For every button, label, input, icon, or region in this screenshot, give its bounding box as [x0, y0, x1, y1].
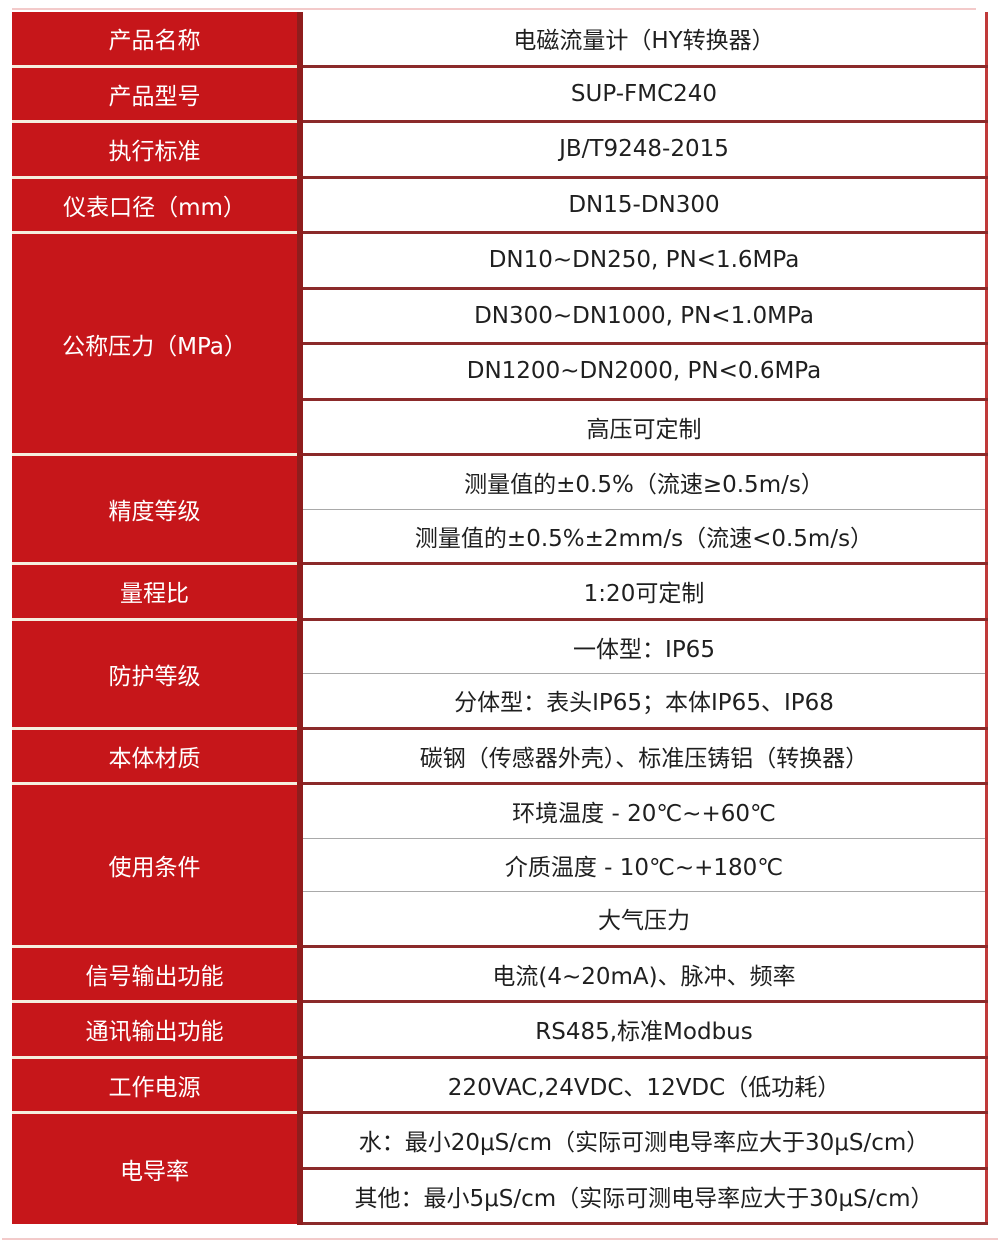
spec-value-cell: DN1200~DN2000, PN<0.6MPa — [300, 343, 987, 401]
product-spec-table: 产品名称 电磁流量计（HY转换器） 产品型号 SUP-FMC240 执行标准 JB/T92… — [12, 12, 988, 1225]
spec-value-cell: 测量值的±0.5%（流速≥0.5m/s） — [300, 454, 987, 510]
spec-value-cell: 其他：最小5μS/cm（实际可测电导率应大于30μS/cm） — [300, 1168, 987, 1225]
spec-label-cell: 电导率 — [12, 1112, 303, 1224]
spec-value-cell: SUP-FMC240 — [300, 66, 987, 123]
table-row: 量程比 1:20可定制 — [12, 563, 987, 621]
bottom-accent-line — [2, 1238, 998, 1240]
spec-label-cell: 防护等级 — [12, 619, 303, 730]
spec-label-cell: 本体材质 — [12, 728, 303, 785]
table-row: 其他：最小5μS/cm（实际可测电导率应大于30μS/cm） — [12, 1168, 987, 1225]
table-row: 高压可定制 — [12, 399, 987, 456]
spec-value-cell: 电磁流量计（HY转换器） — [300, 12, 987, 68]
spec-value-cell: RS485,标准Modbus — [300, 1001, 987, 1059]
table-row: 电导率 水：最小20μS/cm（实际可测电导率应大于30μS/cm） — [12, 1112, 987, 1224]
spec-value-cell: 大气压力 — [300, 891, 987, 948]
table-row: 大气压力 — [12, 891, 987, 948]
spec-label-cell: 仪表口径（mm） — [12, 177, 303, 234]
table-row: 工作电源 220VAC,24VDC、12VDC（低功耗） — [12, 1057, 987, 1114]
table-row: 防护等级 一体型：IP65 — [12, 619, 987, 730]
spec-label-cell: 精度等级 — [12, 454, 303, 565]
spec-label-cell: 产品名称 — [12, 12, 303, 68]
spec-value-cell: 220VAC,24VDC、12VDC（低功耗） — [300, 1057, 987, 1114]
table-row: 通讯输出功能 RS485,标准Modbus — [12, 1001, 987, 1059]
table-row: 执行标准 JB/T9248-2015 — [12, 121, 987, 179]
table-row: 产品名称 电磁流量计（HY转换器） — [12, 12, 987, 68]
spec-value-cell: 电流(4~20mA)、脉冲、频率 — [300, 946, 987, 1003]
table-row: 测量值的±0.5%±2mm/s（流速<0.5m/s） — [12, 509, 987, 565]
spec-value-cell: 1:20可定制 — [300, 563, 987, 621]
spec-label-cell: 工作电源 — [12, 1057, 303, 1114]
spec-value-cell: 碳钢（传感器外壳）、标准压铸铝（转换器） — [300, 728, 987, 785]
table-row: 仪表口径（mm） DN15-DN300 — [12, 177, 987, 234]
table-row: 介质温度 - 10℃~+180℃ — [12, 838, 987, 892]
table-row: DN300~DN1000, PN<1.0MPa — [12, 288, 987, 345]
spec-label-cell: 执行标准 — [12, 121, 303, 179]
spec-value-cell: 环境温度 - 20℃~+60℃ — [300, 783, 987, 839]
spec-label-cell: 信号输出功能 — [12, 946, 303, 1003]
spec-label-cell: 产品型号 — [12, 66, 303, 123]
table-row: DN1200~DN2000, PN<0.6MPa — [12, 343, 987, 401]
spec-value-cell: DN300~DN1000, PN<1.0MPa — [300, 288, 987, 345]
spec-value-cell: DN10~DN250, PN<1.6MPa — [300, 232, 987, 290]
table-row: 信号输出功能 电流(4~20mA)、脉冲、频率 — [12, 946, 987, 1003]
spec-value-cell: 介质温度 - 10℃~+180℃ — [300, 838, 987, 892]
table-row: 产品型号 SUP-FMC240 — [12, 66, 987, 123]
spec-label-cell: 公称压力（MPa） — [12, 232, 303, 456]
table-row: 公称压力（MPa） DN10~DN250, PN<1.6MPa — [12, 232, 987, 456]
spec-value-cell: 高压可定制 — [300, 399, 987, 456]
spec-table-body: 产品名称 电磁流量计（HY转换器） 产品型号 SUP-FMC240 执行标准 JB/T92… — [12, 12, 987, 1225]
table-row: 本体材质 碳钢（传感器外壳）、标准压铸铝（转换器） — [12, 728, 987, 785]
top-accent-line — [12, 8, 976, 10]
spec-value-cell: 一体型：IP65 — [300, 619, 987, 674]
spec-label-cell: 使用条件 — [12, 783, 303, 948]
spec-label-cell: 通讯输出功能 — [12, 1001, 303, 1059]
table-row: 分体型：表头IP65；本体IP65、IP68 — [12, 673, 987, 730]
spec-value-cell: DN15-DN300 — [300, 177, 987, 234]
spec-value-cell: 分体型：表头IP65；本体IP65、IP68 — [300, 673, 987, 730]
spec-value-cell: JB/T9248-2015 — [300, 121, 987, 179]
table-row: 使用条件 环境温度 - 20℃~+60℃ — [12, 783, 987, 948]
spec-value-cell: 测量值的±0.5%±2mm/s（流速<0.5m/s） — [300, 509, 987, 565]
spec-value-cell: 水：最小20μS/cm（实际可测电导率应大于30μS/cm） — [300, 1112, 987, 1170]
table-row: 精度等级 测量值的±0.5%（流速≥0.5m/s） — [12, 454, 987, 565]
spec-label-cell: 量程比 — [12, 563, 303, 621]
